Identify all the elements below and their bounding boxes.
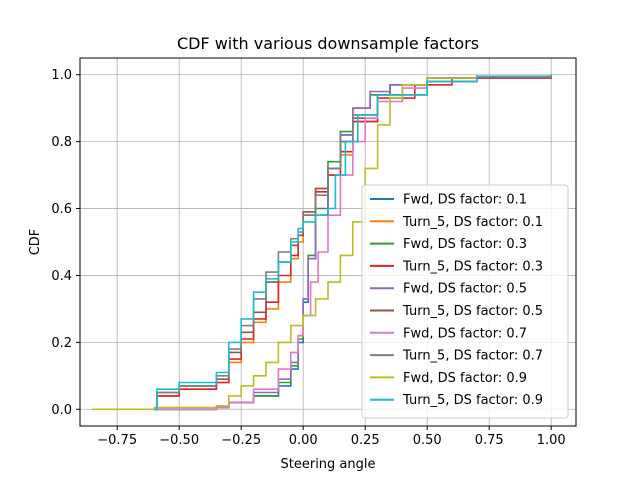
y-axis-label: CDF (28, 229, 43, 256)
legend-label: Turn_5, DS factor: 0.5 (402, 304, 543, 319)
legend-label: Fwd, DS factor: 0.7 (403, 326, 527, 341)
legend-label: Turn_5, DS factor: 0.3 (402, 259, 543, 274)
x-axis-label: Steering angle (281, 457, 376, 472)
legend-label: Turn_5, DS factor: 0.7 (402, 349, 543, 364)
y-tick-label: 0.2 (51, 336, 72, 351)
y-tick-label: 0.8 (51, 135, 72, 150)
x-tick-label: 0.50 (413, 433, 442, 448)
plot-frame (79, 57, 577, 427)
series-line-9 (92, 74, 478, 411)
series-line-10 (154, 74, 552, 411)
series-lines (92, 74, 552, 411)
x-tick-label: 0.00 (289, 433, 318, 448)
x-tick-label: 0.75 (475, 433, 504, 448)
y-axis: 0.0 0.2 0.4 0.6 0.8 1.0 (51, 68, 80, 418)
x-tick-label: 0.25 (351, 433, 380, 448)
legend-label: Turn_5, DS factor: 0.1 (402, 215, 543, 230)
x-tick-label: −0.75 (97, 433, 137, 448)
x-tick-label: 1.00 (537, 433, 566, 448)
legend-label: Fwd, DS factor: 0.9 (403, 371, 527, 386)
legend-label: Fwd, DS factor: 0.1 (403, 193, 527, 208)
legend: Fwd, DS factor: 0.1 Turn_5, DS factor: 0.… (361, 184, 569, 419)
legend-label: Turn_5, DS factor: 0.9 (402, 393, 543, 408)
legend-label: Fwd, DS factor: 0.3 (403, 237, 527, 252)
y-tick-label: 1.0 (51, 68, 72, 83)
x-tick-label: −0.50 (159, 433, 199, 448)
legend-box (361, 184, 569, 419)
y-tick-label: 0.4 (51, 269, 72, 284)
legend-label: Fwd, DS factor: 0.5 (403, 282, 527, 297)
x-tick-label: −0.25 (221, 433, 261, 448)
chart-title: CDF with various downsample factors (177, 34, 479, 53)
y-tick-label: 0.0 (51, 403, 72, 418)
x-axis: −0.75 −0.50 −0.25 0.00 0.25 0.50 0.75 1.00 (97, 426, 566, 448)
y-tick-label: 0.6 (51, 202, 72, 217)
